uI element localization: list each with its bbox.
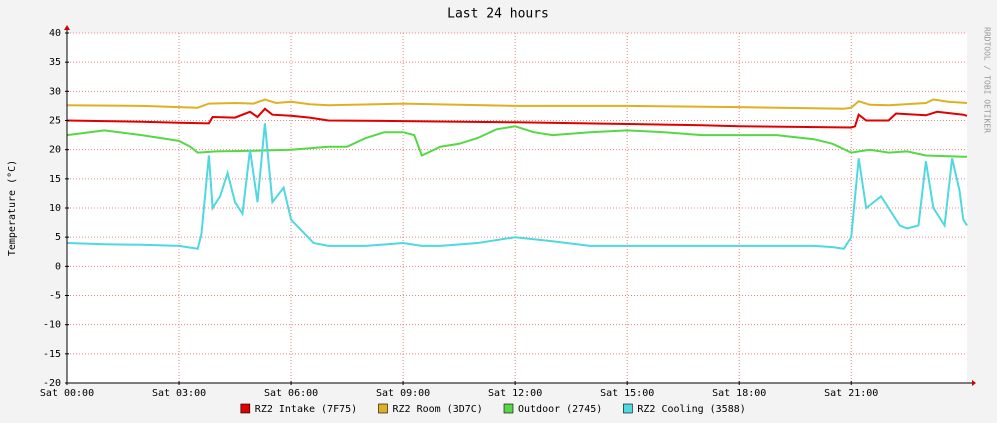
y-axis-label: Temperature (°C) [7,160,18,256]
x-tick-label: Sat 21:00 [824,388,878,399]
watermark: RRDTOOL / TOBI OETIKER [983,27,992,133]
legend: RZ2 Intake (7F75) RZ2 Room (3D7C) Outdoor … [240,403,746,415]
legend-swatch [240,403,251,414]
grid [66,32,967,384]
series-line [66,123,968,250]
legend-label: RZ2 Cooling (3588) [637,404,745,415]
y-tick-label: 30 [49,86,61,97]
chart-title: Last 24 hours [447,7,549,22]
lines [66,98,968,250]
x-tick-label: Sat 03:00 [152,388,206,399]
legend-swatch [378,403,388,414]
y-tick-label: 5 [55,232,61,243]
legend-label: RZ2 Intake (7F75) [255,404,357,415]
y-tick-label: -5 [49,291,61,302]
x-tick-label: Sat 09:00 [376,388,430,399]
legend-label: RZ2 Room (3D7C) [393,404,483,415]
y-tick-label: 20 [49,145,61,156]
x-tick-label: Sat 18:00 [712,388,766,399]
series-line [66,107,968,129]
y-tick-label: 10 [49,203,61,214]
legend-label: Outdoor (2745) [518,404,602,415]
legend-swatch [623,403,633,414]
series-line [66,98,968,110]
y-tick-label: -10 [43,320,61,331]
y-tick-label: 35 [49,57,61,68]
x-tick-label: Sat 00:00 [40,388,94,399]
legend-swatch [503,403,514,414]
y-tick-label: 15 [49,174,61,185]
y-tick-label: 25 [49,116,61,127]
series-line [66,125,967,158]
y-tick-label: -15 [43,349,61,360]
x-tick-label: Sat 15:00 [600,388,654,399]
axes: -20 -15 -10 -5 0 5 10 15 20 25 30 35 40 Sat 00:00 Sat … [40,25,976,399]
y-tick-label: -20 [43,378,61,389]
x-tick-label: Sat 12:00 [488,388,542,399]
y-arrow [64,25,70,30]
x-tick-label: Sat 06:00 [264,388,318,399]
y-tick-label: 40 [49,28,61,39]
x-arrow [972,380,976,386]
y-tick-label: 0 [55,261,61,272]
